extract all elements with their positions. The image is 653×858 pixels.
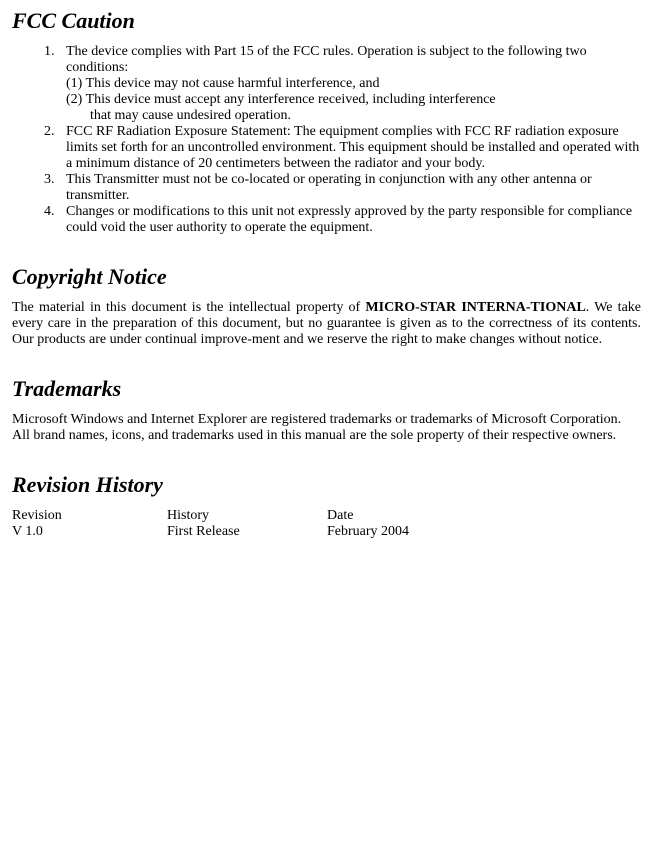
fcc-item-3: This Transmitter must not be co-located … [58, 172, 641, 204]
fcc-list: The device complies with Part 15 of the … [12, 44, 641, 236]
fcc-item-1-lead: The device complies with Part 15 of the … [66, 44, 587, 75]
trademarks-p1: Microsoft Windows and Internet Explorer … [12, 412, 641, 428]
copyright-company: MICRO-STAR INTERNA-TIONAL [365, 300, 585, 315]
revision-value-date: February 2004 [327, 524, 641, 540]
revision-header-date: Date [327, 508, 641, 524]
revision-section: Revision History Revision History Date V… [12, 472, 641, 540]
fcc-item-4-text: Changes or modifications to this unit no… [66, 204, 632, 235]
fcc-caution-section: FCC Caution The device complies with Par… [12, 8, 641, 236]
revision-header-history: History [167, 508, 327, 524]
copyright-paragraph: The material in this document is the int… [12, 300, 641, 348]
revision-header-revision: Revision [12, 508, 167, 524]
revision-value-revision: V 1.0 [12, 524, 167, 540]
trademarks-p2: All brand names, icons, and trademarks u… [12, 428, 641, 444]
copyright-heading: Copyright Notice [12, 264, 641, 290]
revision-value-history: First Release [167, 524, 327, 540]
fcc-item-1: The device complies with Part 15 of the … [58, 44, 641, 124]
fcc-item-1-sub1: (1) This device may not cause harmful in… [66, 76, 379, 91]
fcc-item-2-text: FCC RF Radiation Exposure Statement: The… [66, 124, 639, 171]
fcc-item-1-sub2-line2: that may cause undesired operation. [66, 108, 291, 123]
revision-data-row: V 1.0 First Release February 2004 [12, 524, 641, 540]
trademarks-heading: Trademarks [12, 376, 641, 402]
copyright-pre: The material in this document is the int… [12, 300, 365, 315]
revision-heading: Revision History [12, 472, 641, 498]
fcc-item-4: Changes or modifications to this unit no… [58, 204, 641, 236]
fcc-item-1-sub2-line1: (2) This device must accept any interfer… [66, 92, 496, 107]
fcc-heading: FCC Caution [12, 8, 641, 34]
revision-header-row: Revision History Date [12, 508, 641, 524]
copyright-section: Copyright Notice The material in this do… [12, 264, 641, 348]
trademarks-section: Trademarks Microsoft Windows and Interne… [12, 376, 641, 444]
fcc-item-3-text: This Transmitter must not be co-located … [66, 172, 592, 203]
fcc-item-2: FCC RF Radiation Exposure Statement: The… [58, 124, 641, 172]
